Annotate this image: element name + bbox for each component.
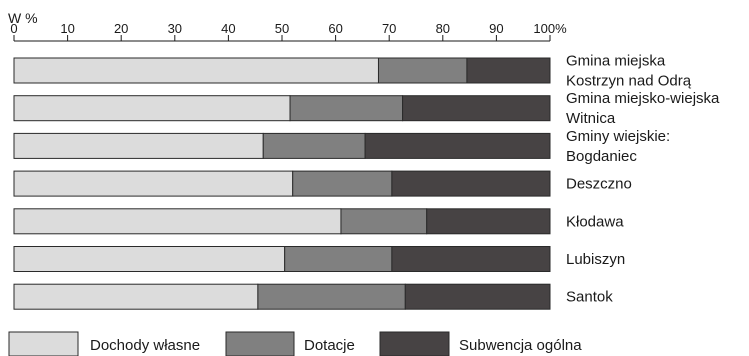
x-tick-label: 10 [60,21,74,36]
legend-label: Dochody własne [90,337,200,354]
bar-segment [391,246,551,272]
bar-segment [426,208,551,235]
bar-segment [340,208,428,235]
category-label: Gmina miejsko-wiejska [566,90,720,107]
bar-segment [289,95,404,122]
legend-swatch [225,331,295,356]
bar-segment [13,132,264,159]
x-tick-label: 30 [168,21,182,36]
x-tick-label: 50 [275,21,289,36]
bar-segment [13,246,286,272]
x-tick-label: 80 [436,21,450,36]
x-tick-label: 90 [489,21,503,36]
legend-label: Dotacje [304,337,355,354]
bar-segment [364,132,551,159]
bar-segment [292,170,393,197]
x-axis-ticks: 0 10 20 30 40 50 60 70 80 90 100% [10,21,567,41]
x-tick-label: 70 [382,21,396,36]
x-tick-label: 40 [221,21,235,36]
x-tick-label: 100% [533,21,567,36]
legend-label: Subwencja ogólna [459,337,582,354]
bar-segment [377,57,468,84]
legend-swatch [8,331,79,356]
x-tick-label: 0 [10,21,17,36]
bar-segment [13,208,342,235]
bar-segment [262,132,366,159]
bar-segment [284,246,393,272]
x-tick-label: 20 [114,21,128,36]
unit-label: W % [8,10,38,26]
bar-segment [13,170,294,197]
legend: Dochody własne Dotacje Subwencja ogólna [8,331,582,356]
category-label: Kostrzyn nad Odrą [566,73,692,90]
bar-segment [402,95,551,122]
bar-segment [13,95,291,122]
category-label: Witnica [566,110,616,127]
bar-segment [466,57,551,84]
category-label: Deszczno [566,176,632,193]
bar-segment [257,283,406,310]
category-label: Bogdaniec [566,148,637,165]
bar-segment [391,170,551,197]
category-label: Santok [566,289,613,306]
bars-group [13,57,551,310]
x-tick-label: 60 [328,21,342,36]
legend-swatch [379,331,450,356]
bar-segment [13,57,379,84]
bar-segment [404,283,551,310]
bar-segment [13,283,259,310]
category-label: Lubiszyn [566,251,625,268]
category-label: Kłodawa [566,213,624,230]
category-label: Gmina miejska [566,53,666,70]
category-label: Gminy wiejskie: [566,128,670,145]
